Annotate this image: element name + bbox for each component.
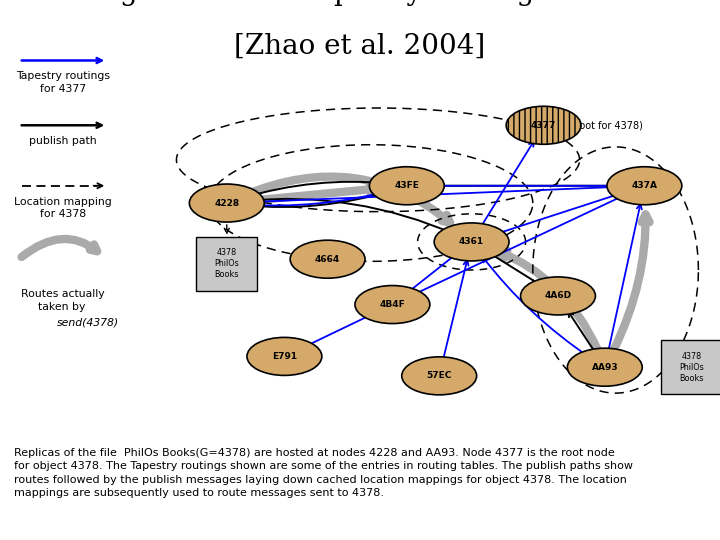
FancyArrowPatch shape [443, 260, 469, 360]
Text: 4664: 4664 [315, 255, 341, 264]
FancyArrowPatch shape [482, 257, 591, 358]
Ellipse shape [369, 167, 444, 205]
FancyArrowPatch shape [225, 225, 229, 233]
FancyArrowPatch shape [499, 251, 598, 349]
FancyArrowPatch shape [246, 185, 378, 201]
FancyArrowPatch shape [22, 239, 97, 257]
Text: 4A6D: 4A6D [544, 292, 572, 300]
Text: 4361: 4361 [459, 238, 484, 246]
Text: Tapestry routings
for 4377: Tapestry routings for 4377 [16, 71, 110, 93]
FancyArrowPatch shape [243, 184, 626, 202]
FancyArrowPatch shape [405, 253, 457, 294]
Text: 437A: 437A [631, 181, 657, 190]
FancyArrowPatch shape [22, 123, 102, 128]
Ellipse shape [434, 223, 509, 261]
Ellipse shape [521, 277, 595, 315]
Text: 57EC: 57EC [426, 372, 452, 380]
FancyArrowPatch shape [22, 58, 102, 63]
Text: (Root for 4378): (Root for 4378) [569, 120, 643, 130]
Text: 4228: 4228 [215, 199, 239, 207]
FancyArrowPatch shape [243, 190, 389, 206]
Text: 4377: 4377 [531, 121, 557, 130]
Text: 43FE: 43FE [395, 181, 419, 190]
FancyArrowPatch shape [243, 180, 388, 198]
Text: E791: E791 [272, 352, 297, 361]
Text: Location mapping
for 4378: Location mapping for 4378 [14, 197, 112, 219]
FancyArrowPatch shape [246, 191, 391, 208]
Ellipse shape [355, 286, 430, 323]
Ellipse shape [607, 167, 682, 205]
Ellipse shape [567, 348, 642, 386]
Text: 4378
PhilOs
Books: 4378 PhilOs Books [215, 248, 239, 279]
FancyArrowPatch shape [480, 141, 534, 228]
Ellipse shape [189, 184, 264, 222]
Text: Routes actually
taken by: Routes actually taken by [21, 289, 105, 312]
FancyArrowPatch shape [568, 312, 595, 353]
Text: send(4378): send(4378) [57, 318, 120, 328]
Ellipse shape [247, 338, 322, 375]
Text: Figure 10. 10: Tapestry routing  From: Figure 10. 10: Tapestry routing From [92, 0, 628, 6]
Text: [Zhao et al. 2004]: [Zhao et al. 2004] [235, 32, 485, 59]
FancyArrowPatch shape [423, 183, 626, 188]
FancyArrowPatch shape [246, 198, 456, 235]
Ellipse shape [290, 240, 365, 278]
Text: publish path: publish path [30, 136, 96, 146]
Text: 4B4F: 4B4F [379, 300, 405, 309]
FancyArrowPatch shape [245, 177, 450, 223]
FancyArrowPatch shape [300, 313, 376, 349]
FancyArrowPatch shape [94, 183, 102, 188]
Text: AA93: AA93 [592, 363, 618, 372]
FancyBboxPatch shape [661, 340, 720, 394]
FancyArrowPatch shape [608, 204, 642, 351]
Ellipse shape [506, 106, 581, 144]
FancyArrowPatch shape [408, 194, 628, 298]
Text: Replicas of the file  PhilOs Books(G=4378) are hosted at nodes 4228 and AA93. No: Replicas of the file PhilOs Books(G=4378… [14, 448, 634, 498]
Text: 4378
PhilOs
Books: 4378 PhilOs Books [679, 352, 703, 383]
FancyArrowPatch shape [487, 252, 544, 287]
FancyArrowPatch shape [613, 214, 649, 350]
FancyBboxPatch shape [196, 237, 258, 291]
FancyArrowPatch shape [487, 191, 626, 237]
Ellipse shape [402, 357, 477, 395]
FancyArrowPatch shape [423, 183, 626, 188]
